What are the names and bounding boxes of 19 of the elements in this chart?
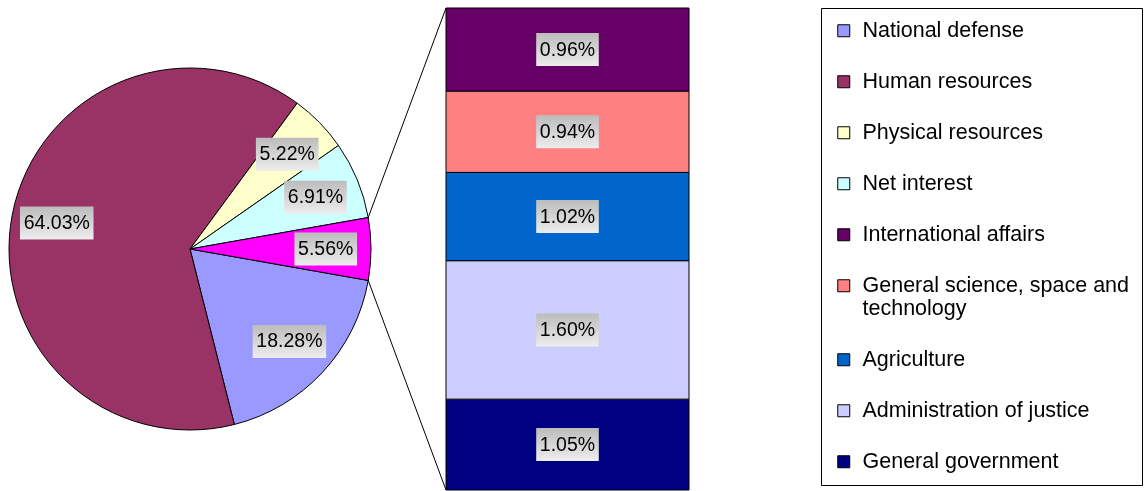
data-label: 1.02% (539, 204, 596, 227)
data-label: 1.05% (539, 432, 596, 455)
data-label: 5.56% (298, 237, 354, 259)
legend-label: Net interest (862, 170, 973, 195)
legend-label: Human resources (862, 68, 1033, 93)
legend-label: General government (862, 448, 1059, 473)
legend-label: Administration of justice (862, 397, 1090, 422)
legend-label: Agriculture (862, 346, 966, 371)
legend-label: National defense (862, 17, 1024, 42)
legend-label: International affairs (862, 221, 1045, 246)
data-label: 0.94% (539, 119, 596, 142)
data-label: 0.96% (539, 37, 596, 60)
legend-label: Physical resources (862, 119, 1043, 144)
data-label: 5.22% (259, 142, 315, 165)
data-label: 1.60% (539, 317, 596, 340)
data-label: 64.03% (23, 210, 90, 233)
legend-label: General science, space and technology (862, 272, 1130, 321)
data-label: 6.91% (287, 185, 344, 208)
data-label: 18.28% (256, 329, 323, 352)
